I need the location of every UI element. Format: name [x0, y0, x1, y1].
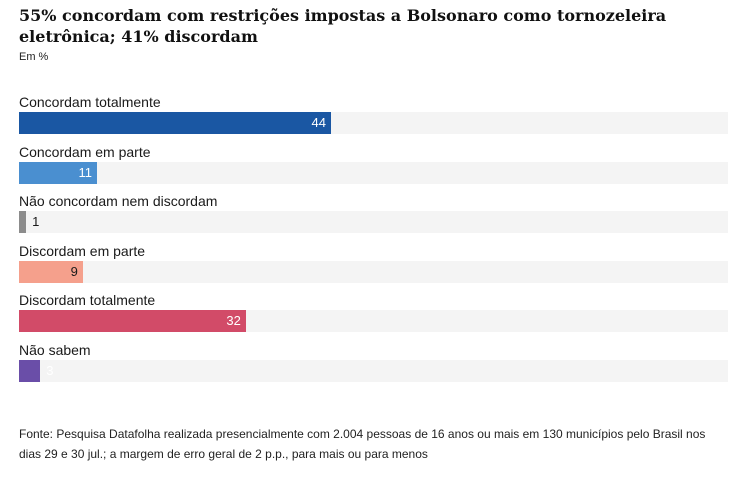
bar-label: Discordam totalmente	[19, 292, 156, 309]
bar-label: Concordam totalmente	[19, 94, 161, 110]
bar	[19, 161, 97, 184]
chart-title: 55% concordam com restrições impostas a …	[19, 6, 667, 46]
bar-label: Não concordam nem discordam	[19, 193, 218, 210]
bar-value-label: 11	[78, 164, 92, 180]
bar-value-label: 44	[311, 115, 326, 130]
bar-track: 3	[19, 360, 728, 382]
bar-track: 44	[19, 112, 728, 134]
bar-track: 1	[19, 211, 728, 234]
bar-track: 11	[19, 161, 728, 184]
bar-label: Discordam em parte	[19, 242, 146, 259]
bar	[19, 260, 83, 283]
bar-value-label: 32	[226, 313, 241, 329]
bar-track: 9	[19, 260, 728, 283]
bar-value-label: 1	[32, 214, 40, 230]
bar	[19, 211, 27, 234]
bar	[19, 310, 246, 333]
bar-label: Não sabem	[19, 342, 91, 358]
bar-label: Concordam em parte	[19, 143, 151, 160]
bar	[19, 112, 331, 134]
source-note: Fonte: Pesquisa Datafolha realizada pres…	[19, 427, 706, 461]
bar-chart: Concordam totalmente 44 Concordam em parte…	[19, 94, 728, 382]
chart-unit: Em %	[19, 51, 49, 63]
bar-value-label: 3	[46, 363, 54, 378]
bar-value-label: 9	[70, 263, 78, 279]
bar	[19, 360, 41, 382]
bar-track: 32	[19, 310, 728, 333]
